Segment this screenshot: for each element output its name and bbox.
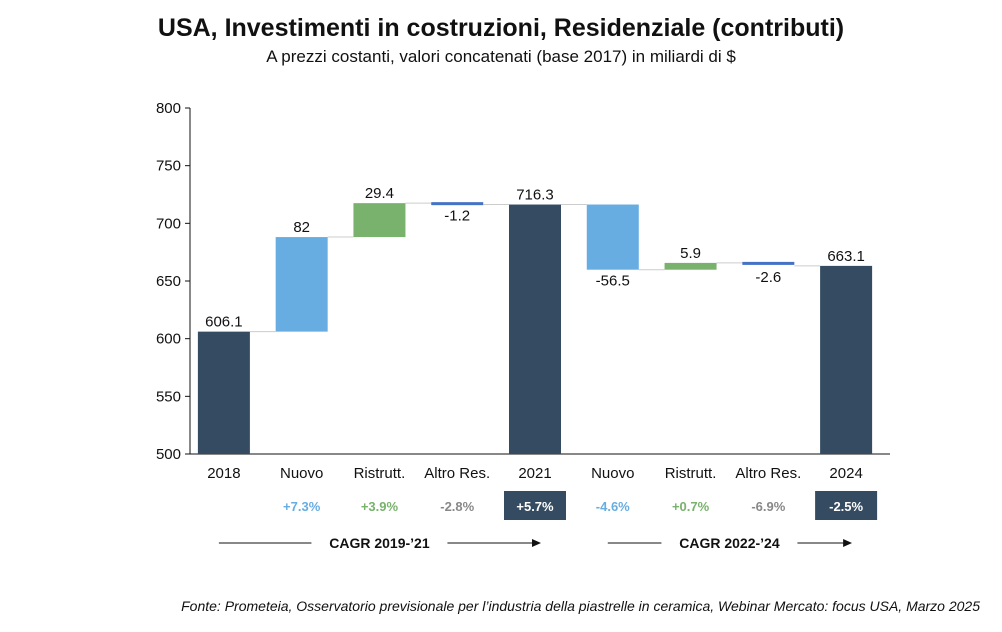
- y-tick-label: 500: [156, 446, 181, 463]
- x-tick-label: 2018: [207, 465, 240, 482]
- cagr-label: +5.7%: [516, 499, 554, 514]
- x-tick-label: 2021: [518, 465, 551, 482]
- chart-subtitle: A prezzi costanti, valori concatenati (b…: [266, 47, 736, 66]
- data-label: 29.4: [365, 185, 394, 202]
- cagr-label: -2.8%: [440, 499, 474, 514]
- bar: [586, 204, 639, 270]
- x-tick-label: Ristrutt.: [354, 465, 406, 482]
- cagr-label: -2.5%: [829, 499, 863, 514]
- bar: [353, 203, 406, 238]
- cagr-label: +0.7%: [672, 499, 710, 514]
- data-label: 606.1: [205, 314, 243, 331]
- bar: [431, 202, 484, 206]
- cagr-period-label: CAGR 2019-’21: [329, 535, 430, 551]
- x-tick-label: Nuovo: [280, 465, 323, 482]
- waterfall-chart: 500 550 600 650 700 750 800 606.1 2018 82 Nuovo 29.…: [156, 100, 890, 551]
- y-tick-label: 550: [156, 388, 181, 405]
- x-tick-label: Altro Res.: [735, 465, 801, 482]
- cagr-box: [815, 491, 878, 520]
- data-label: 716.3: [516, 187, 554, 204]
- source-note: Fonte: Prometeia, Osservatorio prevision…: [181, 598, 980, 614]
- bar: [509, 204, 561, 454]
- cagr-period-label: CAGR 2022-’24: [679, 535, 780, 551]
- x-tick-label: 2024: [829, 465, 862, 482]
- cagr-label: +7.3%: [283, 499, 321, 514]
- x-tick-label: Altro Res.: [424, 465, 490, 482]
- y-tick-label: 750: [156, 158, 181, 175]
- y-tick-label: 600: [156, 331, 181, 348]
- cagr-label: -4.6%: [596, 499, 630, 514]
- y-tick-label: 650: [156, 273, 181, 290]
- bar: [197, 331, 250, 454]
- cagr-label: -6.9%: [751, 499, 785, 514]
- chart-title: USA, Investimenti in costruzioni, Reside…: [157, 14, 845, 42]
- cagr-box: [504, 491, 566, 520]
- data-label: 5.9: [680, 245, 701, 262]
- data-label: -56.5: [596, 273, 630, 290]
- bar: [664, 262, 717, 270]
- y-tick-label: 700: [156, 215, 181, 232]
- data-label: 663.1: [827, 248, 865, 265]
- data-label: -2.6: [755, 269, 781, 286]
- x-tick-label: Ristrutt.: [665, 465, 717, 482]
- data-label: -1.2: [444, 208, 470, 225]
- y-tick-label: 800: [156, 100, 181, 117]
- bar: [275, 237, 328, 332]
- data-label: 82: [293, 219, 310, 236]
- bar: [742, 261, 795, 265]
- x-tick-label: Nuovo: [591, 465, 634, 482]
- cagr-label: +3.9%: [361, 499, 399, 514]
- bar: [820, 265, 873, 454]
